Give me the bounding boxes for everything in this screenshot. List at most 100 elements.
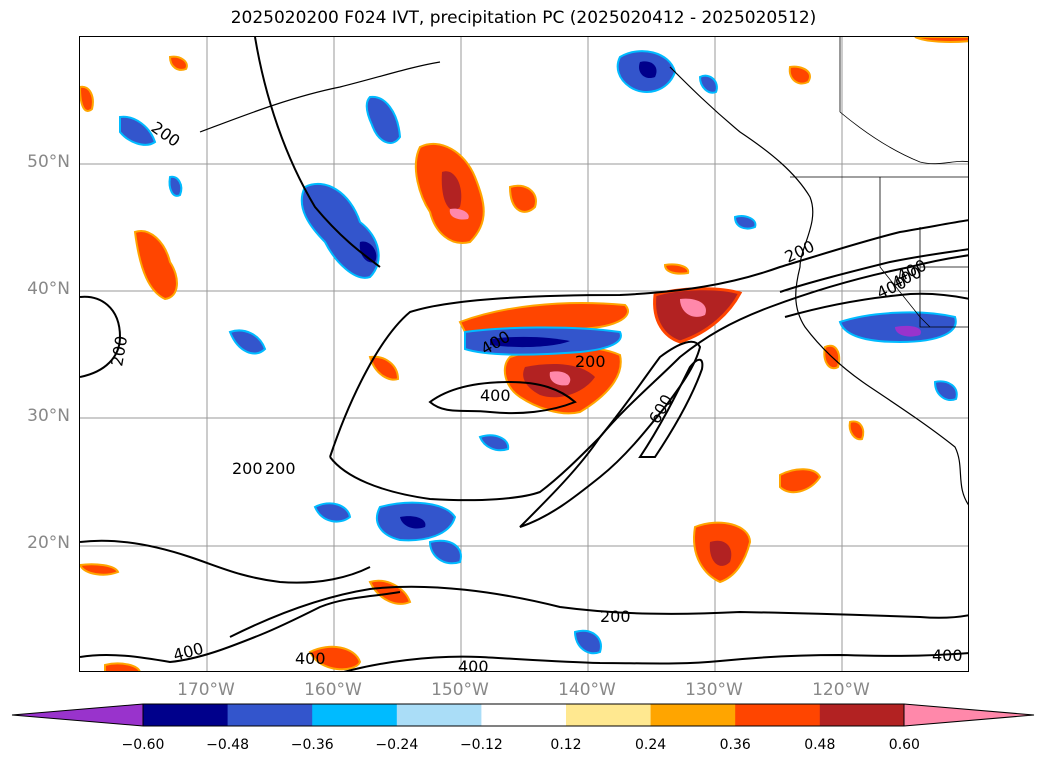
precip-patch xyxy=(933,380,958,401)
precip-patch xyxy=(508,184,537,213)
contour-label: 200 xyxy=(600,607,631,626)
coastline xyxy=(669,66,968,505)
ivt-contour xyxy=(779,248,968,293)
lon-label-150w: 150°W xyxy=(431,680,489,700)
colorbar-segment xyxy=(735,704,821,726)
colorbar-tick-label: −0.60 xyxy=(121,737,165,753)
colorbar-tick-label: −0.48 xyxy=(206,737,250,753)
colorbar-segment xyxy=(396,704,482,726)
borders xyxy=(790,37,968,328)
precip-patch xyxy=(80,563,120,576)
precip-patch xyxy=(680,298,706,317)
precip-patch xyxy=(733,215,757,230)
precip-patch xyxy=(663,263,690,275)
border xyxy=(839,111,968,165)
colorbar-segment xyxy=(312,704,398,726)
precip-patch xyxy=(709,540,732,566)
colorbar-tick-label: 0.60 xyxy=(888,737,920,753)
precip-patch xyxy=(228,329,267,355)
lat-label-40n: 40°N xyxy=(27,279,70,299)
lon-label-170w: 170°W xyxy=(177,680,235,700)
contour-label: 400 xyxy=(171,639,205,665)
colorbar-segment xyxy=(650,704,736,726)
contour-label: 200 xyxy=(232,459,263,478)
colorbar xyxy=(11,703,1035,727)
precip-patch xyxy=(368,579,412,605)
ivt-contour xyxy=(229,585,968,638)
colorbar-tick-label: 0.36 xyxy=(719,737,751,753)
colorbar-extend-max xyxy=(904,704,1034,726)
ivt-contour xyxy=(428,380,577,415)
ivt-contour xyxy=(638,358,704,458)
ivt-contours xyxy=(80,37,968,671)
precip-patch xyxy=(168,55,188,71)
colorbar-segment xyxy=(566,704,652,726)
colorbar-frame xyxy=(11,703,1035,727)
colorbar-segment xyxy=(227,704,313,726)
lon-label-130w: 130°W xyxy=(685,680,743,700)
ivt-contour xyxy=(80,591,401,664)
colorbar-tick-label: 0.48 xyxy=(804,737,836,753)
precip-patch xyxy=(400,516,426,529)
precip-patch xyxy=(573,629,602,655)
colorbar-tick-label: −0.24 xyxy=(375,737,419,753)
precip-patch xyxy=(639,61,657,79)
precip-patch xyxy=(365,95,402,144)
colorbar-tick-label: −0.36 xyxy=(290,737,334,753)
precip-positive-patches xyxy=(80,37,968,671)
contour-label: 400 xyxy=(480,386,511,405)
precip-patch xyxy=(914,37,968,43)
contour-label: 200 xyxy=(265,459,296,478)
colorbar-extend-min xyxy=(12,704,143,726)
ivt-contour xyxy=(254,37,381,268)
contour-label: 400 xyxy=(932,646,963,665)
lon-label-160w: 160°W xyxy=(304,680,362,700)
colorbar-segment xyxy=(481,704,567,726)
contour-label: 200 xyxy=(148,118,184,151)
precip-patch xyxy=(549,371,571,386)
contour-label: 200 xyxy=(575,352,606,371)
precip-patch xyxy=(788,65,811,85)
lat-label-50n: 50°N xyxy=(27,152,70,172)
lon-label-120w: 120°W xyxy=(812,680,870,700)
precip-patch xyxy=(848,420,865,441)
colorbar-tick-label: −0.12 xyxy=(459,737,503,753)
precip-patch xyxy=(313,502,352,523)
precip-patch xyxy=(359,241,377,263)
precip-patch xyxy=(698,74,718,94)
precip-patch xyxy=(104,662,141,671)
map-canvas: 200 400 400 200 200 200 200 600 400 400 … xyxy=(80,37,968,672)
precip-negative-patches xyxy=(119,50,958,655)
coastlines xyxy=(199,61,968,505)
graticule xyxy=(80,37,968,671)
precip-patch xyxy=(368,355,400,381)
ivt-contour xyxy=(519,340,702,528)
colorbar-tick-label: 0.24 xyxy=(635,737,667,753)
lat-label-30n: 30°N xyxy=(27,406,70,426)
precip-patch xyxy=(133,230,178,301)
contour-label: 200 xyxy=(107,334,131,367)
ivt-contour xyxy=(80,295,122,378)
coastline xyxy=(199,61,441,133)
precip-patch xyxy=(895,325,921,337)
precip-patch xyxy=(300,182,380,279)
precip-patch xyxy=(80,85,94,112)
contour-label: 400 xyxy=(458,657,489,672)
precip-patch xyxy=(168,175,183,197)
ivt-contour xyxy=(80,539,371,584)
ivt-contour xyxy=(329,219,968,458)
ivt-contour xyxy=(329,254,968,502)
precip-patch xyxy=(478,434,510,452)
precip-patch xyxy=(449,208,469,220)
colorbar-segment xyxy=(143,704,229,726)
colorbar-tick-label: 0.12 xyxy=(550,737,582,753)
contour-label: 400 xyxy=(295,649,326,668)
lat-label-20n: 20°N xyxy=(27,533,70,553)
precip-patch xyxy=(441,171,462,211)
ivt-contour xyxy=(343,652,968,671)
chart-title: 2025020200 F024 IVT, precipitation PC (2… xyxy=(230,8,817,28)
precip-patch xyxy=(119,115,157,146)
map-panel: 200 400 400 200 200 200 200 600 400 400 … xyxy=(79,36,969,672)
colorbar-segment xyxy=(819,704,905,726)
border xyxy=(879,177,931,328)
